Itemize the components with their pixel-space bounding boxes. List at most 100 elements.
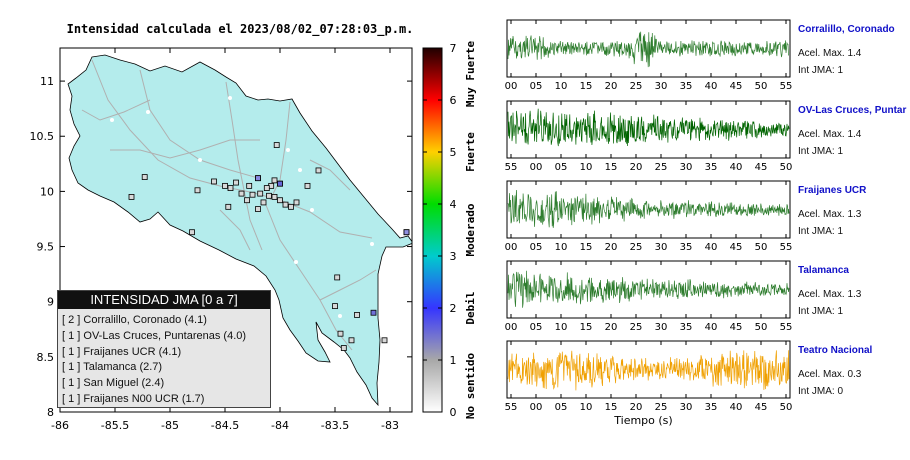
station-name: Corralillo, Coronado bbox=[798, 24, 895, 35]
map-y-tick-label: 10 bbox=[40, 185, 54, 198]
station-marker[interactable] bbox=[332, 303, 338, 310]
station-marker[interactable] bbox=[194, 187, 201, 194]
waveform-tick-label: 20 bbox=[605, 242, 618, 253]
station-marker[interactable] bbox=[263, 185, 270, 191]
station-marker[interactable] bbox=[271, 194, 278, 200]
waveform-tick-label: 00 bbox=[530, 162, 543, 173]
waveform-tick-label: 10 bbox=[555, 322, 568, 333]
station-accel: Acel. Max. 1.4 bbox=[798, 129, 862, 140]
station-marker[interactable] bbox=[211, 178, 217, 185]
waveform-tick-label: 10 bbox=[580, 402, 593, 413]
intensity-level-label: Moderado bbox=[464, 203, 477, 256]
waveform-tick-label: 55 bbox=[780, 322, 793, 333]
station-marker[interactable] bbox=[293, 199, 300, 206]
legend-list: [ 2 ] Corralillo, Coronado (4.1) [ 1 ] OV… bbox=[58, 311, 270, 410]
waveform-tick-label: 50 bbox=[755, 322, 768, 333]
station-marker[interactable] bbox=[244, 197, 250, 204]
waveform-tick-label: 45 bbox=[755, 402, 768, 413]
waveform-tick-label: 35 bbox=[680, 322, 693, 333]
colorbar-tick-label: 3 bbox=[450, 250, 457, 263]
legend-item: [ 1 ] Talamanca (2.7) bbox=[62, 361, 163, 374]
waveform-tick-label: 30 bbox=[680, 402, 693, 413]
waveform-panel: 00 05 10 15 20 25 30 35 40 45 50 55 bbox=[505, 260, 793, 333]
waveform-tick-label: 35 bbox=[705, 162, 718, 173]
waveform-panel: 55 00 05 10 15 20 25 30 35 40 45 50 bbox=[505, 100, 793, 173]
waveform-xlabel: Tiempo (s) bbox=[613, 414, 672, 427]
waveform-tick-label: 00 bbox=[530, 402, 543, 413]
waveform-tick-label: 20 bbox=[605, 81, 618, 92]
colorbar-tick-label: 1 bbox=[450, 354, 457, 367]
waveform-tick-label: 25 bbox=[630, 81, 643, 92]
station-marker[interactable] bbox=[141, 174, 148, 180]
waveform-tick-label: 40 bbox=[705, 242, 718, 253]
intensity-level-label: No sentido bbox=[464, 353, 477, 420]
waveform-tick-label: 50 bbox=[780, 402, 793, 413]
waveform-tick-label: 55 bbox=[505, 162, 518, 173]
map-y-tick-label: 11 bbox=[40, 75, 54, 88]
waveform-tick-label: 40 bbox=[705, 81, 718, 92]
map-y-tick-label: 9.5 bbox=[37, 241, 55, 254]
station-name: OV-Las Cruces, Puntar bbox=[798, 105, 907, 116]
station-marker[interactable] bbox=[315, 167, 322, 174]
station-marker[interactable] bbox=[282, 201, 289, 208]
legend-title: INTENSIDAD JMA [0 a 7] bbox=[58, 291, 270, 309]
waveform-tick-label: 55 bbox=[780, 242, 793, 253]
colorbar-tick-label: 6 bbox=[450, 94, 457, 107]
colorbar-tick-label: 0 bbox=[450, 406, 457, 419]
station-marker[interactable] bbox=[233, 179, 239, 186]
station-marker[interactable] bbox=[238, 190, 245, 197]
station-marker[interactable] bbox=[266, 192, 272, 199]
waveform-tick-label: 05 bbox=[530, 81, 543, 92]
station-marker-highlight[interactable] bbox=[370, 309, 377, 316]
waveform-trace bbox=[507, 108, 790, 147]
station-marker[interactable] bbox=[337, 330, 344, 337]
station-name: Teatro Nacional bbox=[798, 345, 873, 356]
station-marker[interactable] bbox=[227, 185, 234, 191]
station-marker[interactable] bbox=[381, 337, 388, 344]
station-marker[interactable] bbox=[257, 190, 264, 197]
station-marker[interactable] bbox=[273, 142, 280, 148]
station-marker[interactable] bbox=[225, 203, 232, 210]
station-marker[interactable] bbox=[255, 206, 261, 212]
waveform-tick-label: 15 bbox=[580, 242, 593, 253]
waveform-tick-label: 10 bbox=[555, 242, 568, 253]
station-marker-highlight[interactable] bbox=[255, 175, 261, 182]
station-marker[interactable] bbox=[348, 337, 355, 344]
station-accel: Acel. Max. 0.3 bbox=[798, 369, 862, 380]
map-x-tick-label: -86 bbox=[51, 419, 69, 432]
station-marker[interactable] bbox=[260, 199, 267, 206]
station-intensity: Int JMA: 1 bbox=[798, 146, 844, 157]
station-marker-highlight[interactable] bbox=[277, 180, 283, 187]
station-marker[interactable] bbox=[271, 177, 278, 184]
station-marker-highlight[interactable] bbox=[403, 229, 410, 236]
station-marker[interactable] bbox=[340, 345, 347, 351]
waveform-trace bbox=[507, 31, 790, 68]
waveform-tick-label: 20 bbox=[605, 322, 618, 333]
station-marker[interactable] bbox=[189, 229, 195, 236]
map-y-tick-label: 8 bbox=[47, 406, 54, 419]
station-marker[interactable] bbox=[334, 274, 341, 281]
station-marker[interactable] bbox=[128, 194, 135, 200]
waveform-tick-label: 25 bbox=[655, 162, 668, 173]
station-marker[interactable] bbox=[354, 312, 360, 318]
waveform-tick-label: 15 bbox=[580, 322, 593, 333]
station-marker[interactable] bbox=[304, 182, 311, 189]
legend-item: [ 1 ] OV-Las Cruces, Puntarenas (4.0) bbox=[62, 329, 247, 342]
colorbar-tick-label: 2 bbox=[450, 302, 457, 315]
waveform-tick-label: 00 bbox=[505, 322, 518, 333]
waveform-tick-label: 25 bbox=[630, 322, 643, 333]
waveform-tick-label: 55 bbox=[505, 402, 518, 413]
waveform-tick-label: 05 bbox=[530, 322, 543, 333]
legend-item: [ 1 ] Fraijanes UCR (4.1) bbox=[62, 345, 182, 358]
legend-item: [ 1 ] San Miguel (2.4) bbox=[62, 377, 165, 390]
waveform-tick-label: 50 bbox=[780, 162, 793, 173]
waveform-panel: 00 05 10 15 20 25 30 35 40 45 50 55 bbox=[505, 19, 792, 92]
station-marker[interactable] bbox=[222, 182, 228, 189]
waveform-tick-label: 50 bbox=[755, 81, 768, 92]
station-marker[interactable] bbox=[277, 197, 283, 204]
map-x-tick-label: -83.5 bbox=[321, 419, 349, 432]
map-x-tick-label: -84.5 bbox=[211, 419, 239, 432]
station-marker[interactable] bbox=[246, 182, 253, 189]
station-marker[interactable] bbox=[249, 191, 256, 198]
station-marker[interactable] bbox=[288, 203, 294, 210]
